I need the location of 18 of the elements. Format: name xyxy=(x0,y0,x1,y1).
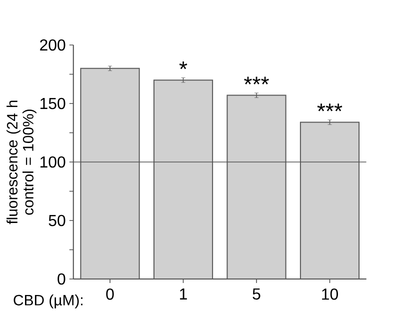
y-axis-title: fluorescence (24 h control = 100%) xyxy=(6,100,36,224)
x-axis-title: CBD (µM): xyxy=(14,294,82,308)
bar xyxy=(226,94,286,279)
bar xyxy=(80,68,140,279)
annotation: *** xyxy=(244,76,269,84)
y-tick-label: 50 xyxy=(48,214,66,226)
annotation: * xyxy=(179,61,188,70)
y-tick-label: 0 xyxy=(58,273,66,285)
annotation: *** xyxy=(317,104,342,112)
y-tick-label: 150 xyxy=(40,98,66,110)
x-tick-label: 1 xyxy=(180,288,187,300)
x-tick-label: 5 xyxy=(252,288,260,300)
bar xyxy=(300,122,360,279)
x-tick-label: 10 xyxy=(322,288,338,300)
y-tick-label: 100 xyxy=(40,156,66,168)
x-tick-label: 0 xyxy=(106,288,114,300)
bar xyxy=(153,80,214,279)
y-tick-label: 200 xyxy=(40,39,66,51)
